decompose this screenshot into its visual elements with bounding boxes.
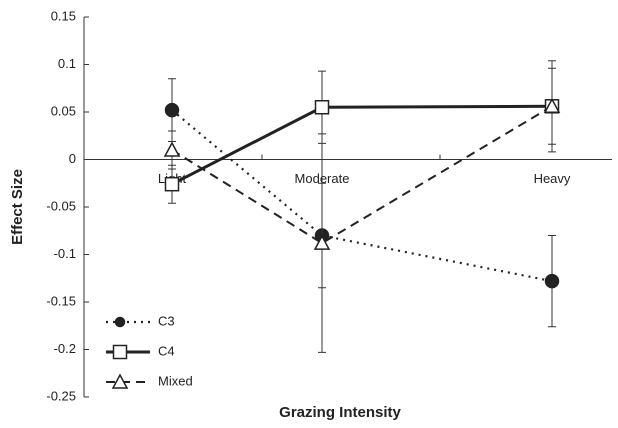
legend-label: C3: [158, 313, 175, 328]
legend-marker: [114, 316, 126, 328]
point: [543, 97, 561, 114]
series-line: [171, 105, 553, 245]
series-line: [171, 104, 553, 186]
point: [313, 234, 331, 250]
y-tick-label: -0.05: [46, 198, 76, 213]
y-tick-label: 0.05: [51, 103, 76, 118]
y-tick-label: -0.2: [54, 341, 76, 356]
point: [314, 100, 330, 115]
series-line: [171, 109, 553, 283]
y-tick-label: -0.15: [46, 293, 76, 308]
y-tick-label: 0.15: [51, 8, 76, 23]
x-tick-label: Heavy: [534, 171, 571, 186]
point: [164, 102, 180, 118]
y-axis-title: Effect Size: [9, 169, 26, 245]
point: [544, 273, 560, 289]
x-axis-title: Grazing Intensity: [279, 404, 401, 421]
point: [163, 141, 181, 157]
legend-marker: [111, 373, 129, 389]
series: [164, 78, 560, 328]
y-tick-label: 0: [69, 151, 76, 166]
legend-label: Mixed: [158, 373, 193, 388]
legend-marker: [112, 344, 128, 360]
point: [164, 176, 180, 192]
y-tick-label: -0.25: [46, 388, 76, 403]
y-tick-label: -0.1: [54, 246, 76, 261]
series: [163, 67, 561, 353]
legend-label: C4: [158, 343, 175, 358]
y-tick-label: 0.1: [58, 56, 76, 71]
